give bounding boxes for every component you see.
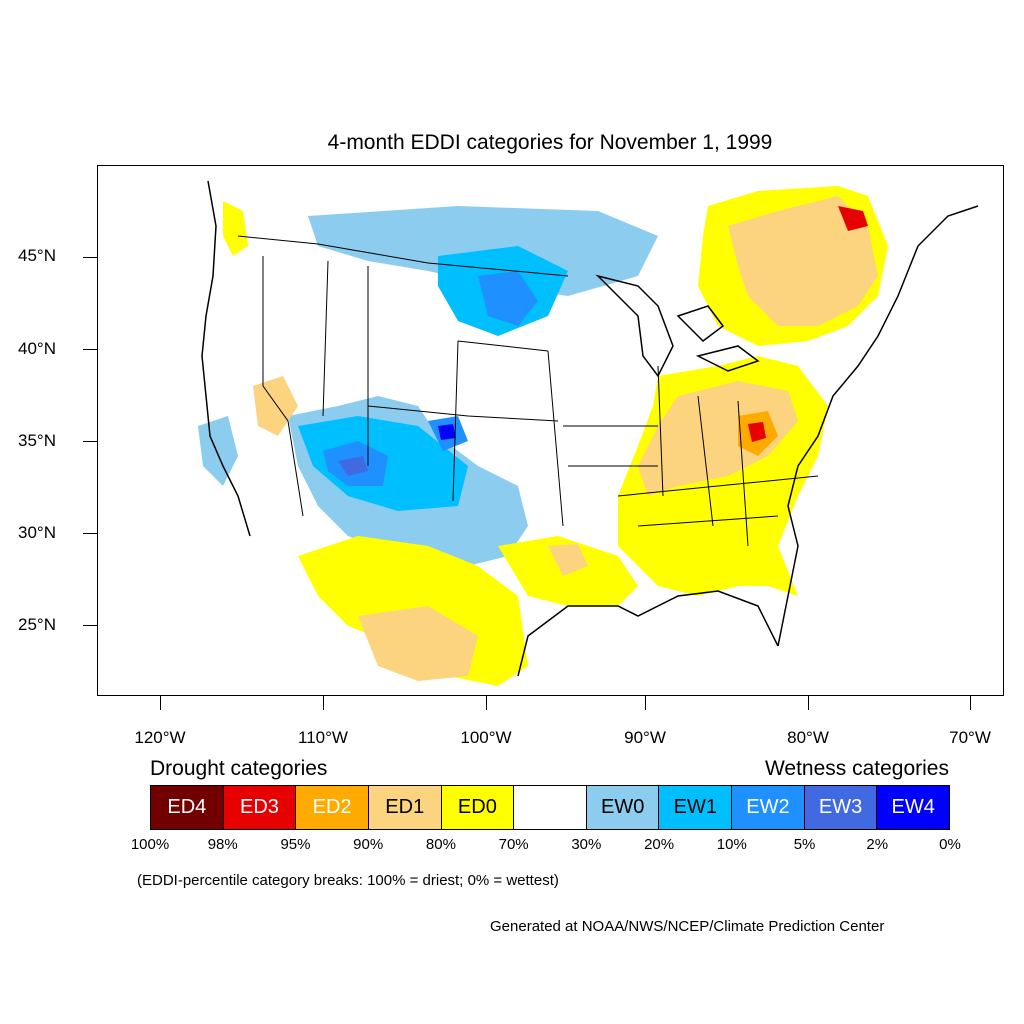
category-note: (EDDI-percentile category breaks: 100% =… [137, 872, 559, 889]
legend-cell-ew2: EW2 [732, 786, 805, 829]
break-label: 90% [353, 836, 384, 853]
lat-label-45: 45°N [18, 246, 56, 265]
break-label: 80% [425, 836, 456, 853]
legend-cell-ew1: EW1 [659, 786, 733, 829]
pacific-coast [201, 180, 251, 537]
category-legend: ED4 ED3 ED2 ED1 ED0 EW0 EW1 EW2 EW3 EW4 [150, 785, 950, 830]
lon-label-100: 100°W [460, 728, 512, 747]
lat-tick [83, 257, 97, 258]
legend-cell-ed4: ED4 [151, 786, 224, 829]
state-borders [262, 256, 819, 547]
lon-tick [970, 696, 971, 710]
lat-tick [83, 349, 97, 350]
map-canvas [198, 180, 979, 686]
break-label: 5% [793, 836, 816, 853]
lat-tick [83, 533, 97, 534]
legend-cell-neutral [514, 786, 587, 829]
legend-cell-ew0: EW0 [586, 786, 660, 829]
lat-label-30: 30°N [18, 523, 56, 542]
break-label: 70% [498, 836, 529, 853]
lat-label-40: 40°N [18, 339, 56, 358]
boundaries [201, 180, 979, 677]
break-label: 20% [644, 836, 675, 853]
break-label: 30% [571, 836, 602, 853]
legend-cell-ed1: ED1 [368, 786, 442, 829]
break-label: 98% [207, 836, 238, 853]
lon-tick [808, 696, 809, 710]
drought-heading: Drought categories [150, 757, 328, 780]
lat-label-35: 35°N [18, 431, 56, 450]
lon-label-90: 90°W [624, 728, 666, 747]
lon-label-70: 70°W [949, 728, 991, 747]
legend-cell-ed0: ED0 [441, 786, 515, 829]
wetness-heading: Wetness categories [764, 757, 949, 780]
break-label: 100% [130, 836, 170, 853]
lat-label-25: 25°N [18, 615, 56, 634]
break-label: 95% [280, 836, 311, 853]
atlantic-coast [777, 205, 979, 647]
break-label: 10% [716, 836, 747, 853]
lon-tick [160, 696, 161, 710]
break-label: 0% [939, 836, 961, 853]
gulf-coast [517, 590, 779, 677]
eddi-map [97, 165, 1004, 696]
legend-cell-ed3: ED3 [223, 786, 297, 829]
lon-label-120: 120°W [134, 728, 186, 747]
lon-tick [645, 696, 646, 710]
category-regions [198, 186, 888, 686]
lon-label-80: 80°W [787, 728, 829, 747]
lon-tick [323, 696, 324, 710]
legend-cell-ew3: EW3 [804, 786, 878, 829]
lon-label-110: 110°W [298, 728, 348, 747]
map-title: 4-month EDDI categories for November 1, … [327, 131, 773, 154]
break-label: 2% [866, 836, 889, 853]
lat-tick [83, 625, 97, 626]
us-canada-border [237, 235, 569, 277]
lon-tick [486, 696, 487, 710]
legend-cell-ed2: ED2 [296, 786, 369, 829]
lat-tick [83, 441, 97, 442]
credit-text: Generated at NOAA/NWS/NCEP/Climate Predi… [490, 918, 885, 935]
legend-cell-ew4: EW4 [877, 786, 950, 829]
